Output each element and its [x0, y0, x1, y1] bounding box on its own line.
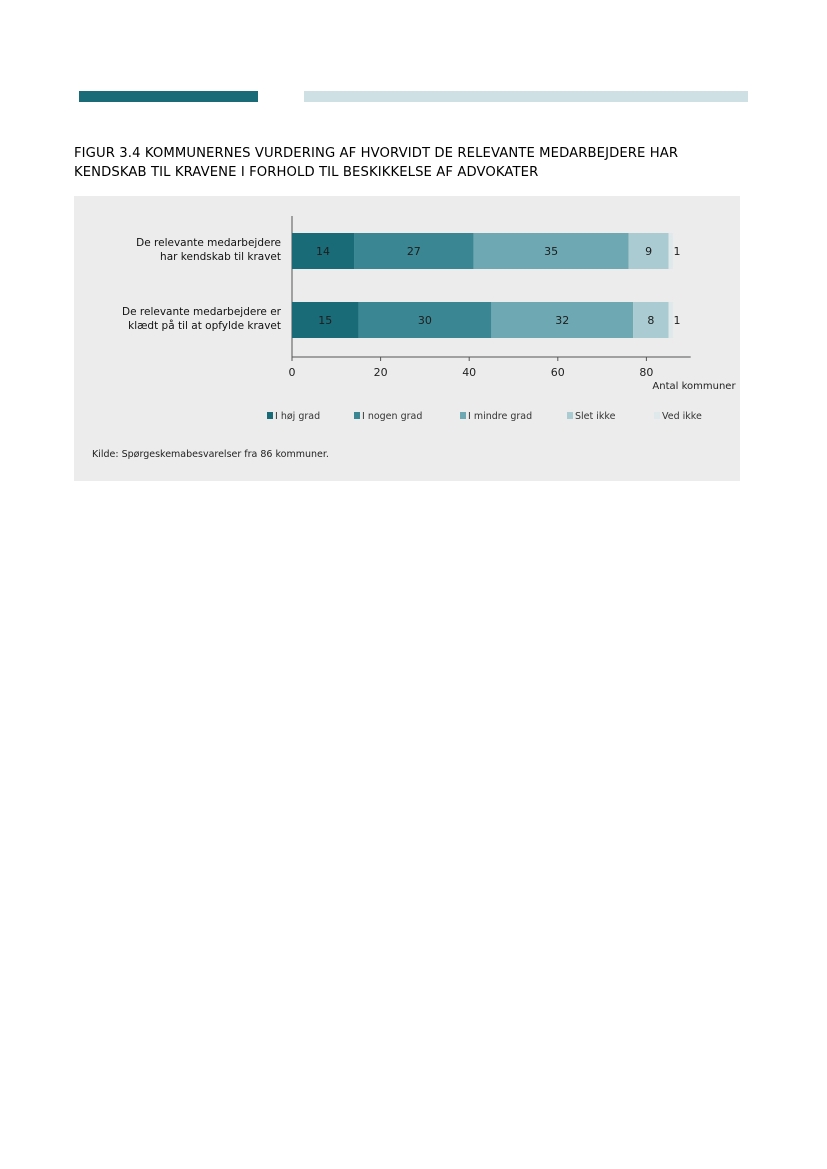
data-label: 1 — [673, 245, 680, 258]
data-label: 35 — [544, 245, 558, 258]
bar-segment — [628, 233, 669, 269]
bar-segment — [491, 302, 634, 338]
x-axis-label: Antal kommuner — [652, 381, 736, 392]
legend-swatch — [567, 412, 573, 419]
stacked-bar-chart: 0 20 40 60 80 Antal kommuner 14 27 35 9 1 De releva… — [122, 216, 736, 422]
bar-segment — [668, 302, 673, 338]
chart-panel: 0 20 40 60 80 Antal kommuner 14 27 35 9 1 De releva… — [74, 196, 740, 481]
data-label: 14 — [316, 245, 330, 258]
x-tick-label: 40 — [462, 366, 476, 379]
x-tick-label: 0 — [289, 366, 296, 379]
bar-segment — [633, 302, 669, 338]
header-accent-bar-light — [304, 91, 748, 102]
legend-label: I høj grad — [275, 411, 320, 422]
category-label: klædt på til at opfylde kravet — [128, 319, 281, 332]
data-label: 15 — [318, 314, 332, 327]
category-label: De relevante medarbejdere — [136, 237, 281, 249]
legend-swatch — [354, 412, 360, 419]
header-accent-bar-dark — [79, 91, 258, 102]
bar-segment — [473, 233, 629, 269]
bar-segment — [354, 233, 474, 269]
legend-swatch — [654, 412, 660, 419]
figure-title-line-2: KENDSKAB TIL KRAVENE I FORHOLD TIL BESKI… — [74, 165, 539, 180]
category-label: har kendskab til kravet — [160, 251, 281, 263]
x-tick-label: 20 — [374, 366, 388, 379]
figure-title: FIGUR 3.4 KOMMUNERNES VURDERING AF HVORV… — [74, 144, 754, 182]
source-note: Kilde: Spørgeskemabesvarelser fra 86 kom… — [92, 449, 329, 460]
legend-label: I nogen grad — [362, 411, 422, 422]
legend-label: Slet ikke — [575, 411, 616, 422]
data-label: 30 — [418, 314, 432, 327]
bar-segment — [292, 233, 355, 269]
legend-label: Ved ikke — [662, 411, 702, 422]
legend-swatch — [460, 412, 466, 419]
data-label: 1 — [673, 314, 680, 327]
figure-title-line-1: FIGUR 3.4 KOMMUNERNES VURDERING AF HVORV… — [74, 146, 679, 161]
category-label: De relevante medarbejdere er — [122, 306, 282, 318]
bar-segment — [668, 233, 673, 269]
data-label: 32 — [555, 314, 569, 327]
data-label: 9 — [645, 245, 652, 258]
bar-segment — [358, 302, 492, 338]
legend-swatch — [267, 412, 273, 419]
data-label: 27 — [407, 245, 421, 258]
bar-segment — [292, 302, 359, 338]
x-tick-label: 60 — [551, 366, 565, 379]
legend-label: I mindre grad — [468, 411, 532, 422]
x-tick-label: 80 — [639, 366, 653, 379]
data-label: 8 — [647, 314, 654, 327]
